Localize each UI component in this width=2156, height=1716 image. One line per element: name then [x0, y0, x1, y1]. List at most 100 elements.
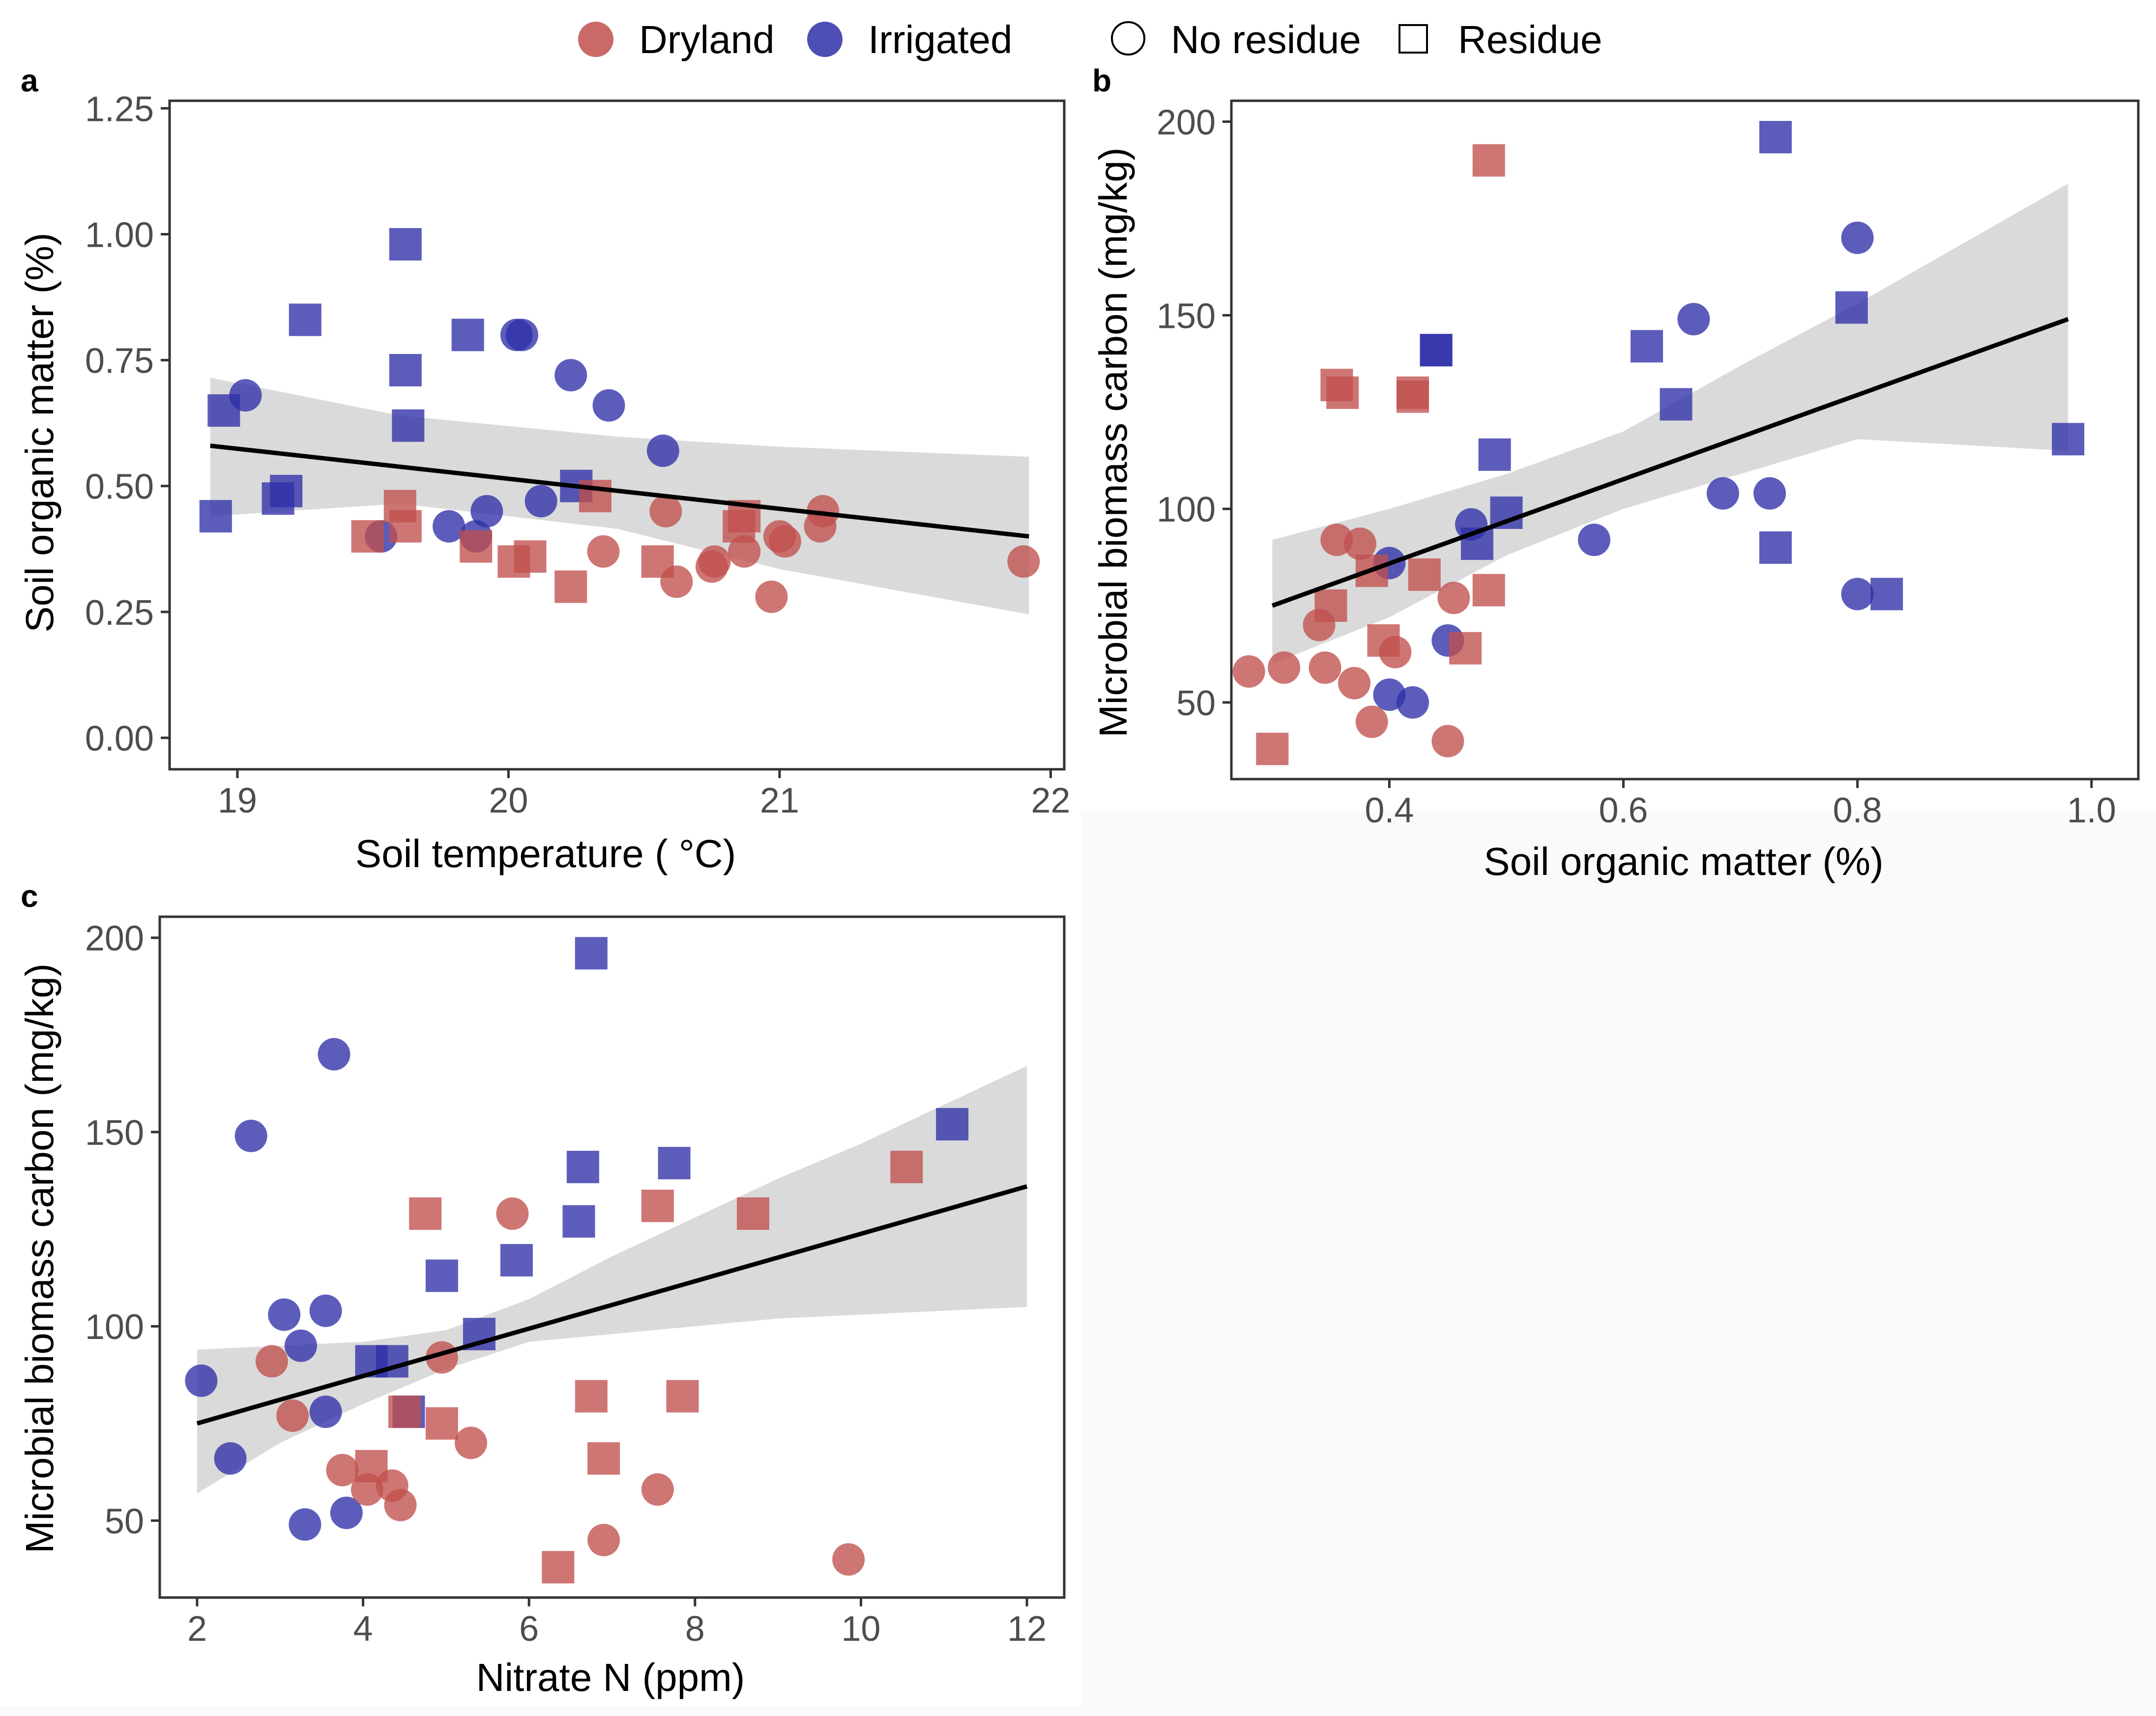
data-point-irrigated-residue — [451, 319, 484, 351]
y-tick-label: 0.75 — [85, 342, 154, 381]
y-tick-label: 100 — [1157, 490, 1216, 529]
data-point-dryland-residue — [351, 520, 384, 553]
data-point-irrigated-no-residue — [309, 1294, 342, 1327]
y-tick-label: 1.25 — [85, 89, 154, 129]
data-point-irrigated-residue — [1420, 334, 1453, 367]
data-point-irrigated-residue — [500, 1244, 533, 1277]
data-point-dryland-residue — [409, 1197, 442, 1230]
panel-c-x-axis-title: Nitrate N (ppm) — [476, 1656, 745, 1699]
data-point-irrigated-no-residue — [524, 485, 557, 518]
data-point-irrigated-residue — [1631, 330, 1663, 363]
data-point-dryland-no-residue — [1303, 609, 1336, 641]
regression-line — [210, 443, 1029, 539]
data-point-dryland-no-residue — [1309, 651, 1341, 684]
data-point-irrigated-residue — [1870, 578, 1903, 611]
data-point-irrigated-residue — [389, 228, 422, 261]
data-point-irrigated-residue — [566, 1151, 599, 1184]
data-point-dryland-no-residue — [807, 495, 840, 527]
data-point-dryland-residue — [1326, 376, 1359, 409]
data-point-dryland-no-residue — [1379, 636, 1412, 669]
y-tick-label: 1.00 — [85, 215, 154, 255]
data-point-dryland-no-residue — [660, 565, 693, 598]
data-point-irrigated-no-residue — [214, 1442, 247, 1475]
data-point-irrigated-residue — [936, 1108, 969, 1141]
data-point-irrigated-no-residue — [554, 359, 587, 392]
data-point-dryland-no-residue — [1232, 655, 1265, 688]
data-point-irrigated-residue — [199, 500, 232, 533]
regression-line — [196, 1184, 1028, 1426]
legend-key-dryland — [578, 22, 613, 57]
data-point-dryland-residue — [579, 480, 612, 513]
panel-b-y-axis-title: Microbial biomass carbon (mg/kg) — [1091, 147, 1135, 737]
data-point-dryland-residue — [641, 1190, 674, 1222]
legend-background — [536, 0, 1637, 74]
data-point-irrigated-no-residue — [318, 1038, 350, 1071]
data-point-dryland-residue — [388, 1396, 421, 1428]
legend-key-irrigated — [807, 22, 843, 57]
data-point-irrigated-residue — [289, 303, 321, 336]
y-tick-label: 100 — [85, 1308, 144, 1347]
data-point-dryland-no-residue — [326, 1454, 359, 1486]
y-tick-label: 150 — [85, 1113, 144, 1153]
data-point-dryland-no-residue — [587, 535, 620, 568]
x-tick-label: 22 — [1031, 781, 1070, 820]
legend-label-dryland: Dryland — [639, 18, 775, 61]
legend: Dryland Irrigated No residue Residue — [536, 0, 1637, 74]
y-tick-label: 0.25 — [85, 593, 154, 633]
x-tick-label: 12 — [1007, 1609, 1047, 1649]
data-point-irrigated-no-residue — [1397, 686, 1429, 719]
x-tick-label: 19 — [218, 781, 257, 820]
data-point-dryland-residue — [1449, 632, 1482, 665]
data-point-dryland-residue — [1472, 574, 1505, 607]
data-point-irrigated-residue — [575, 937, 608, 970]
data-point-irrigated-residue — [270, 475, 303, 507]
data-point-irrigated-no-residue — [234, 1119, 267, 1152]
data-point-irrigated-no-residue — [1677, 303, 1710, 336]
data-point-irrigated-residue — [1660, 388, 1692, 421]
data-point-dryland-no-residue — [768, 525, 801, 558]
data-point-dryland-no-residue — [641, 1473, 674, 1506]
data-point-dryland-no-residue — [832, 1543, 865, 1576]
panel-border — [158, 915, 1066, 1599]
data-point-irrigated-no-residue — [433, 510, 466, 543]
panel-border — [1230, 99, 2140, 781]
panel-b-plot: 0.4 0.6 0.8 1.0 50 100 150 200 — [1157, 99, 2140, 830]
data-point-dryland-residue — [890, 1151, 923, 1184]
data-point-dryland-residue — [1256, 732, 1289, 765]
data-point-dryland-no-residue — [351, 1473, 383, 1506]
panel-a-x-axis-title: Soil temperature ( °C) — [355, 832, 736, 875]
x-tick-label: 0.6 — [1599, 791, 1648, 830]
data-point-irrigated-residue — [562, 1205, 595, 1238]
data-point-dryland-residue — [554, 570, 587, 603]
data-point-dryland-residue — [1397, 380, 1429, 413]
data-point-dryland-residue — [737, 1197, 769, 1230]
empty-area — [1081, 811, 2156, 1716]
data-point-irrigated-residue — [425, 1259, 458, 1292]
data-point-irrigated-no-residue — [185, 1364, 218, 1397]
legend-key-no-residue — [1111, 21, 1145, 56]
data-point-dryland-no-residue — [255, 1345, 288, 1378]
x-tick-label: 0.4 — [1365, 791, 1414, 830]
data-point-dryland-residue — [1472, 144, 1505, 177]
confidence-ribbon — [197, 1066, 1027, 1494]
data-point-irrigated-no-residue — [646, 435, 679, 467]
regression-line — [1271, 317, 2069, 608]
data-point-dryland-residue — [575, 1380, 608, 1413]
data-point-irrigated-no-residue — [330, 1496, 363, 1529]
empty-strip — [0, 1706, 1081, 1716]
legend-label-no-residue: No residue — [1171, 18, 1361, 61]
x-tick-label: 0.8 — [1833, 791, 1882, 830]
y-tick-label: 50 — [105, 1502, 144, 1541]
data-point-irrigated-residue — [1478, 438, 1511, 471]
panel-border — [168, 99, 1066, 771]
panel-c: c 2 4 6 8 10 12 50 100 150 200 Nitrate N (ppm) Mi… — [18, 878, 1066, 1699]
panel-b: b 0.4 0.6 0.8 1.0 50 100 150 200 Soil organic m… — [1091, 63, 2140, 883]
data-point-irrigated-no-residue — [289, 1508, 321, 1541]
panel-label-b: b — [1092, 63, 1111, 98]
x-tick-label: 8 — [685, 1609, 705, 1649]
data-point-dryland-no-residue — [455, 1426, 487, 1459]
data-point-irrigated-no-residue — [229, 379, 262, 412]
data-point-dryland-residue — [460, 530, 493, 563]
panel-b-x-axis-title: Soil organic matter (%) — [1484, 840, 1884, 883]
x-tick-label: 20 — [489, 781, 528, 820]
